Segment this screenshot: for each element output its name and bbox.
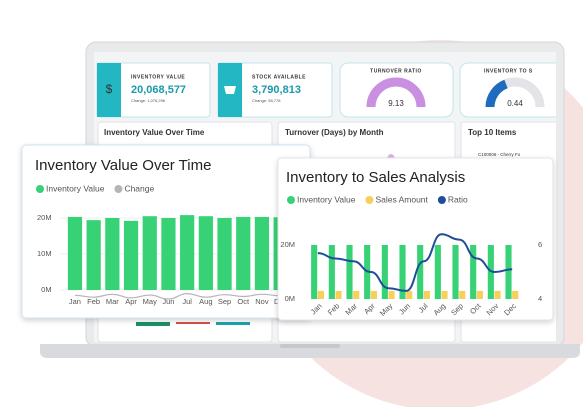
- bar: [406, 290, 413, 299]
- gauge-value: 0.44: [507, 99, 523, 108]
- y-tick-label: 10M: [37, 249, 52, 258]
- chart-title: Inventory Value Over Time: [35, 157, 211, 174]
- plot: 0M 10M 20M Jan Feb Mar Apr May Jun Jul Aug Sep Oct No…: [36, 183, 290, 306]
- bar: [328, 245, 335, 299]
- bar: [423, 290, 430, 299]
- x-tick-label: Mar: [106, 297, 119, 306]
- bar: [494, 290, 501, 299]
- legend-label: Inventory Value: [46, 183, 105, 193]
- x-tick-label: Aug: [199, 297, 212, 306]
- x-tick-label: Apr: [125, 297, 137, 306]
- kpi-value: 20,068,577: [131, 84, 186, 96]
- bar: [86, 220, 101, 290]
- x-tick-label: Jul: [182, 297, 192, 306]
- legend-swatch: [114, 185, 123, 193]
- y-tick-label: 20M: [37, 213, 52, 222]
- kpi-change: Change: 58,778: [252, 98, 281, 103]
- bar: [476, 290, 483, 299]
- decor-bar: [136, 322, 170, 326]
- decor-bar: [216, 322, 250, 325]
- x-tick-label: Jan: [69, 297, 81, 306]
- bar: [311, 245, 318, 299]
- bar: [180, 215, 195, 290]
- x-tick-label: Sep: [218, 297, 231, 306]
- bar: [434, 245, 441, 299]
- bar: [370, 290, 377, 299]
- gauge-arc: [485, 79, 508, 108]
- kpi-icon: [224, 86, 236, 94]
- bar: [317, 290, 324, 299]
- panel-title: Turnover (Days) by Month: [285, 128, 384, 137]
- bar: [198, 216, 213, 290]
- kpi-label: STOCK AVAILABLE: [252, 74, 306, 80]
- bar: [123, 220, 139, 290]
- panel-title: Inventory Value Over Time: [104, 128, 205, 137]
- bar: [353, 290, 360, 299]
- x-tick-label: Oct: [237, 297, 250, 306]
- bar: [381, 245, 388, 299]
- decor-bar: [176, 322, 210, 324]
- y-tick-label: 0M: [285, 294, 295, 303]
- bar: [505, 245, 512, 299]
- gauge-card: [459, 62, 556, 118]
- bar: [142, 216, 157, 290]
- bar: [105, 218, 120, 290]
- legend-label: Change: [124, 183, 154, 193]
- legend-swatch: [365, 196, 374, 204]
- laptop-base: [40, 344, 580, 358]
- legend-label: Ratio: [448, 194, 468, 204]
- x-tick-label: Feb: [87, 297, 100, 306]
- chart-title: Inventory to Sales Analysis: [286, 169, 465, 186]
- bar: [67, 216, 83, 290]
- bar: [217, 218, 232, 290]
- x-tick-label: Jun: [162, 297, 174, 306]
- kpi-change: Change: 1,076,296: [131, 98, 166, 103]
- bar: [452, 245, 459, 299]
- kpi-label: INVENTORY VALUE: [131, 74, 185, 80]
- top-item: C100006 - Cherry Fo: [478, 152, 521, 157]
- bar: [388, 290, 395, 299]
- x-tick-label: Nov: [255, 297, 269, 306]
- bar: [470, 245, 477, 299]
- line: [74, 292, 281, 300]
- bar: [441, 290, 448, 299]
- kpi-value: 3,790,813: [252, 84, 301, 96]
- bar: [459, 290, 466, 299]
- y2-tick-label: 4: [538, 294, 542, 303]
- bar: [512, 290, 519, 299]
- legend-swatch: [437, 196, 446, 204]
- gauge-label: INVENTORY TO S: [484, 68, 533, 74]
- bar: [417, 245, 424, 299]
- legend-swatch: [287, 196, 295, 204]
- bar: [346, 245, 353, 299]
- panel-title: Top 10 Items: [468, 128, 517, 137]
- y-tick-label: 0M: [41, 285, 51, 294]
- kpi-icon-bg: [97, 63, 121, 117]
- gauge-label: TURNOVER RATIO: [370, 68, 422, 74]
- bar: [161, 218, 176, 290]
- legend-label: Inventory Value: [297, 194, 356, 204]
- line: [317, 233, 513, 292]
- bar: [254, 216, 270, 290]
- bar: [399, 245, 406, 299]
- legend-swatch: [36, 185, 44, 193]
- y-tick-label: 20M: [280, 240, 295, 249]
- y2-tick-label: 6: [538, 240, 542, 249]
- bar: [236, 216, 251, 290]
- legend-label: Sales Amount: [375, 194, 428, 204]
- x-tick-label: May: [143, 297, 157, 306]
- gauge-value: 9.13: [388, 99, 404, 108]
- gauge-arc: [366, 77, 426, 108]
- bar: [335, 290, 342, 299]
- chart-card: 0M 10M 20M Jan Feb Mar Apr May Jun Jul Aug Sep Oct No…: [21, 144, 311, 319]
- kpi-icon: $: [106, 82, 113, 96]
- laptop-notch: [280, 344, 340, 348]
